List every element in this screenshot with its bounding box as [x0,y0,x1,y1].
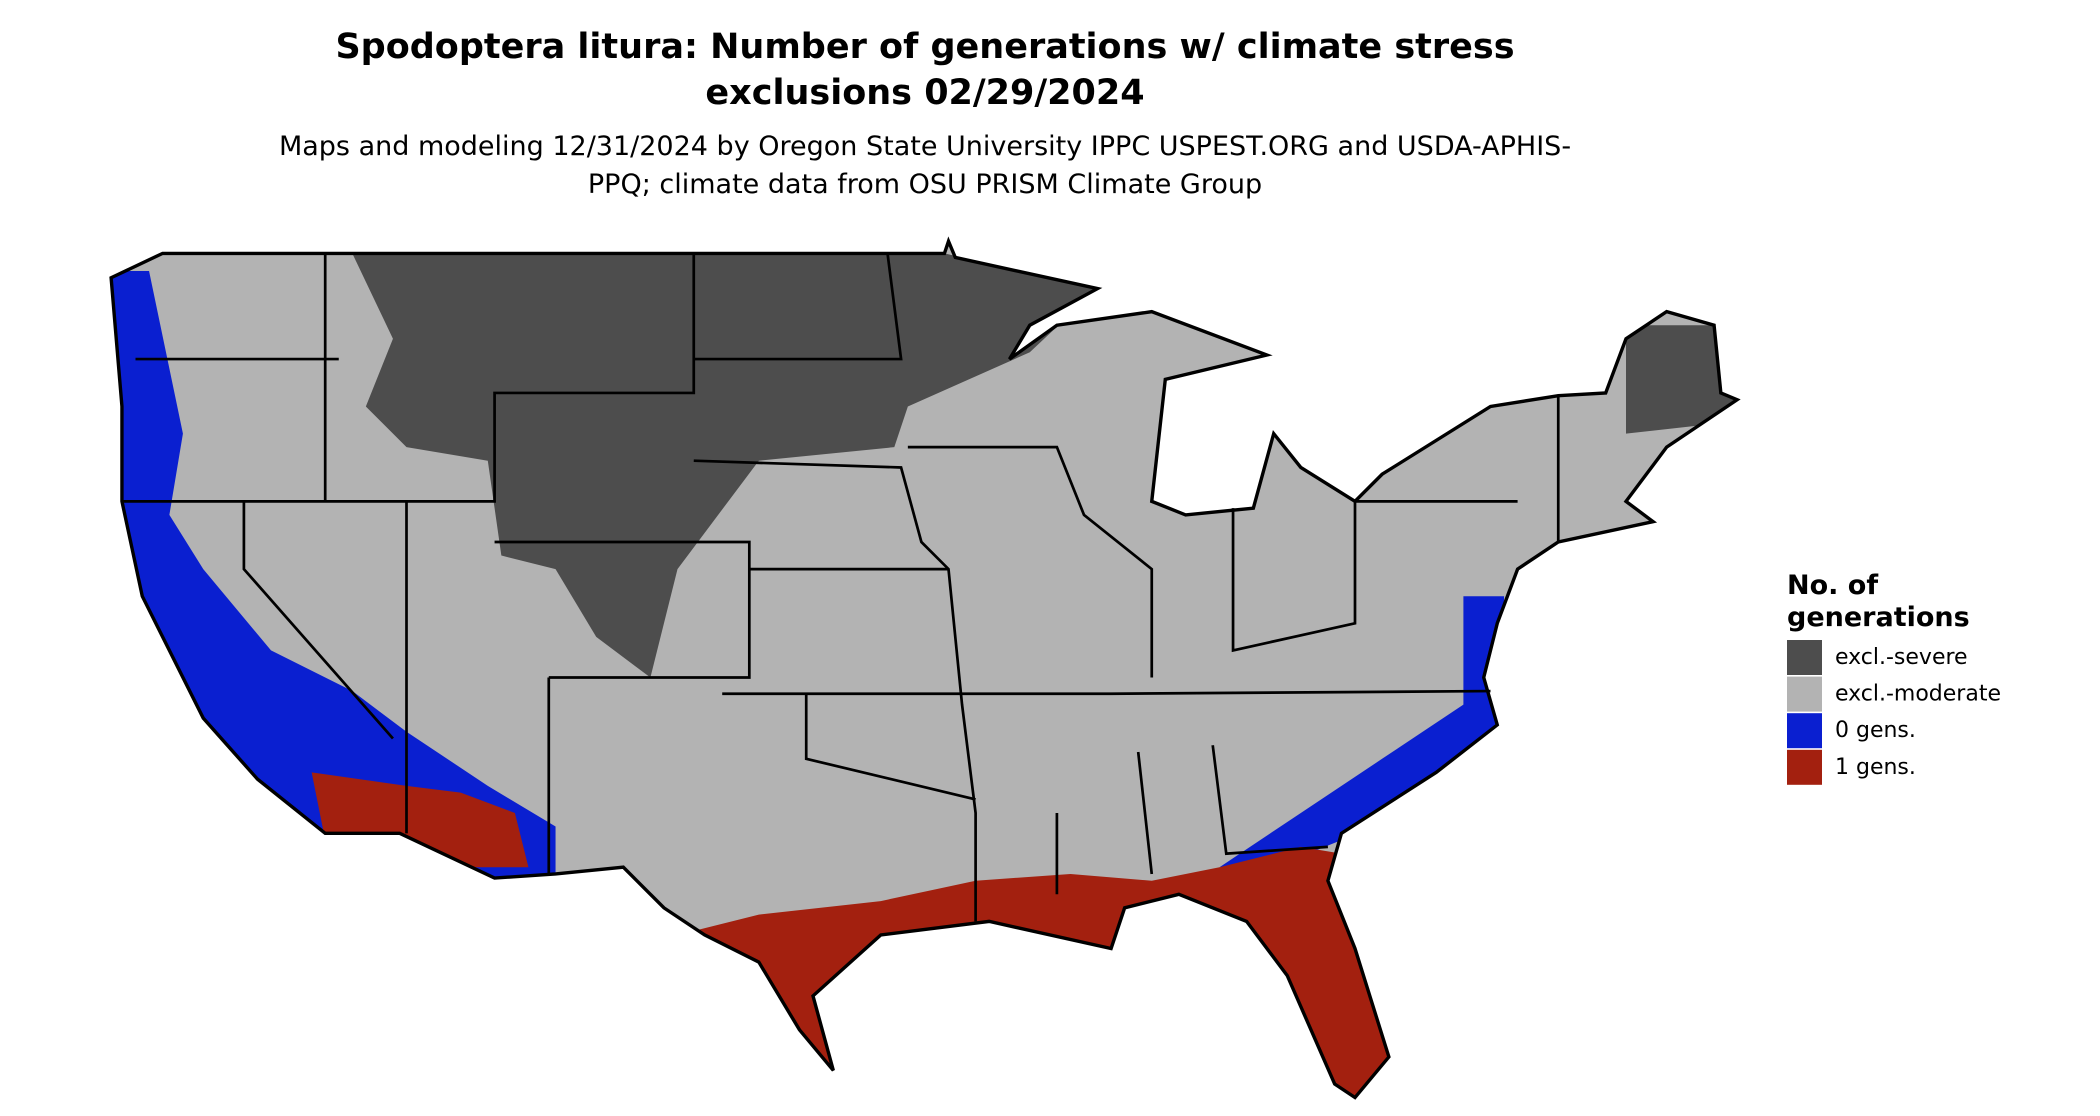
legend-label: 0 gens. [1835,718,1916,743]
region-zero [1219,596,1505,868]
region-severe [1626,325,1738,434]
legend-swatch [1787,713,1822,749]
legend-title: No. of generations [1787,570,1970,633]
legend-swatch [1787,676,1822,712]
map-body [109,239,1739,1100]
legend-swatch [1787,749,1822,785]
legend-label: excl.-severe [1835,645,1968,670]
state-borders [121,253,1560,922]
legend-label: 1 gens. [1835,755,1916,780]
map-title: Spodoptera litura: Number of generations… [335,27,1515,113]
legend-label: excl.-moderate [1835,682,2001,707]
legend-swatch [1787,640,1822,675]
map-subtitle: Maps and modeling 12/31/2024 by Oregon S… [278,131,1572,200]
region-severe [352,253,1098,678]
legend: No. of generations excl.-severe excl.-mode… [1787,570,2001,785]
